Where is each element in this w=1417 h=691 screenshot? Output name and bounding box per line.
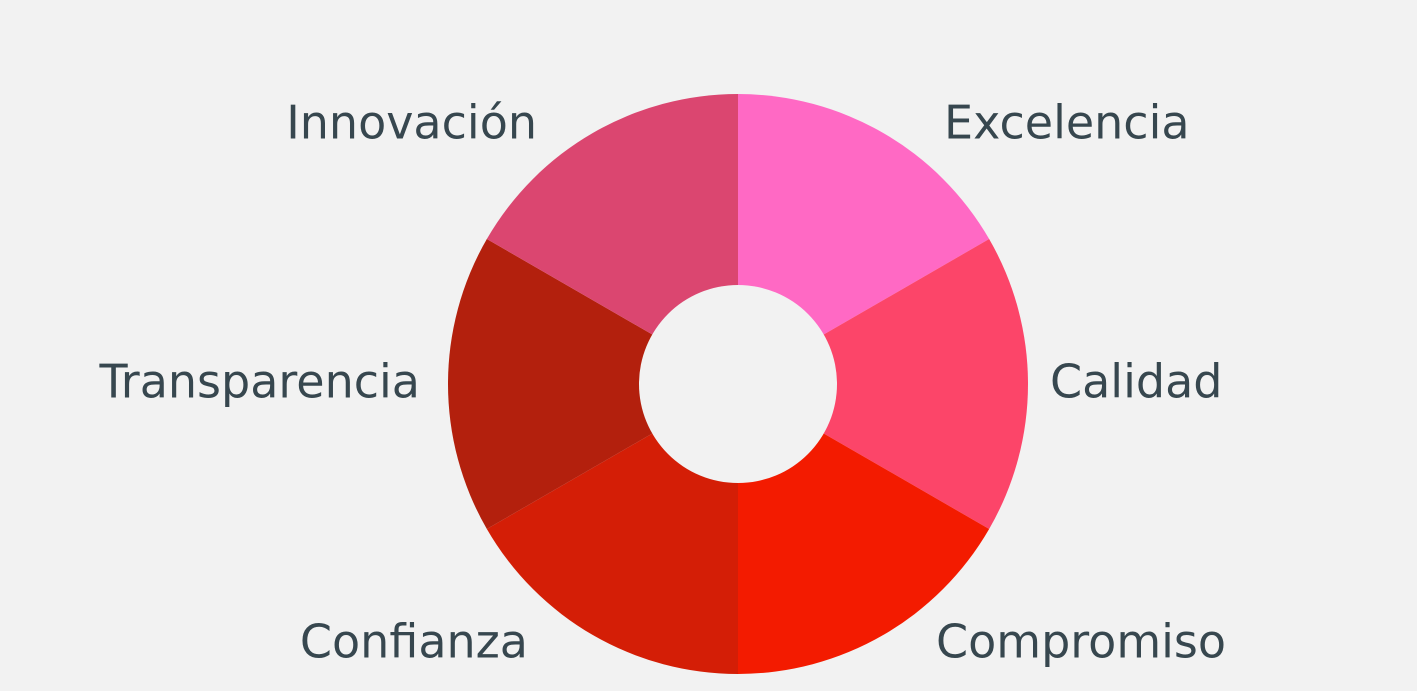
segment-transparencia [447, 239, 738, 529]
label-innovacion: Innovación [286, 96, 537, 150]
label-calidad: Calidad [1050, 355, 1222, 409]
label-excelencia: Excelencia [944, 96, 1190, 150]
wheel-center-hole [639, 285, 837, 483]
label-transparencia: Transparencia [98, 355, 420, 409]
segment-calidad [738, 239, 1029, 529]
label-compromiso: Compromiso [936, 615, 1226, 669]
label-confianza: Confianza [300, 615, 528, 669]
